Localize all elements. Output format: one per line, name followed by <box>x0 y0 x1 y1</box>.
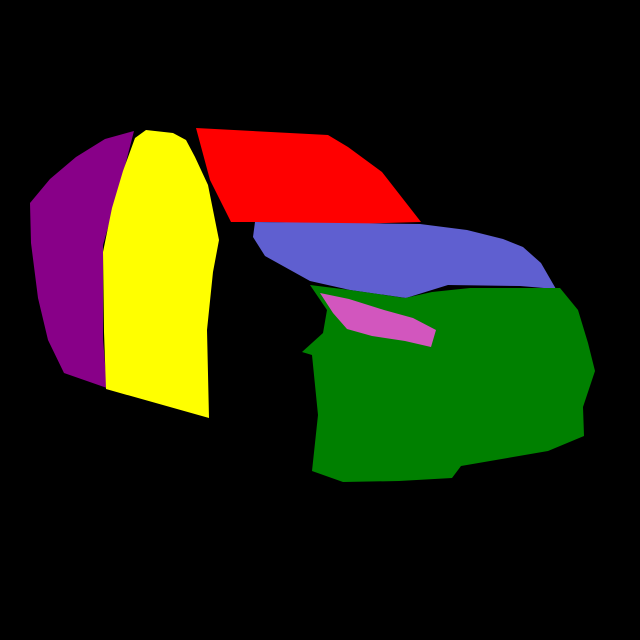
red-region <box>196 128 421 224</box>
blue-region <box>253 222 556 298</box>
purple-region <box>30 131 134 388</box>
yellow-region <box>103 130 219 418</box>
pink-region <box>320 293 436 347</box>
